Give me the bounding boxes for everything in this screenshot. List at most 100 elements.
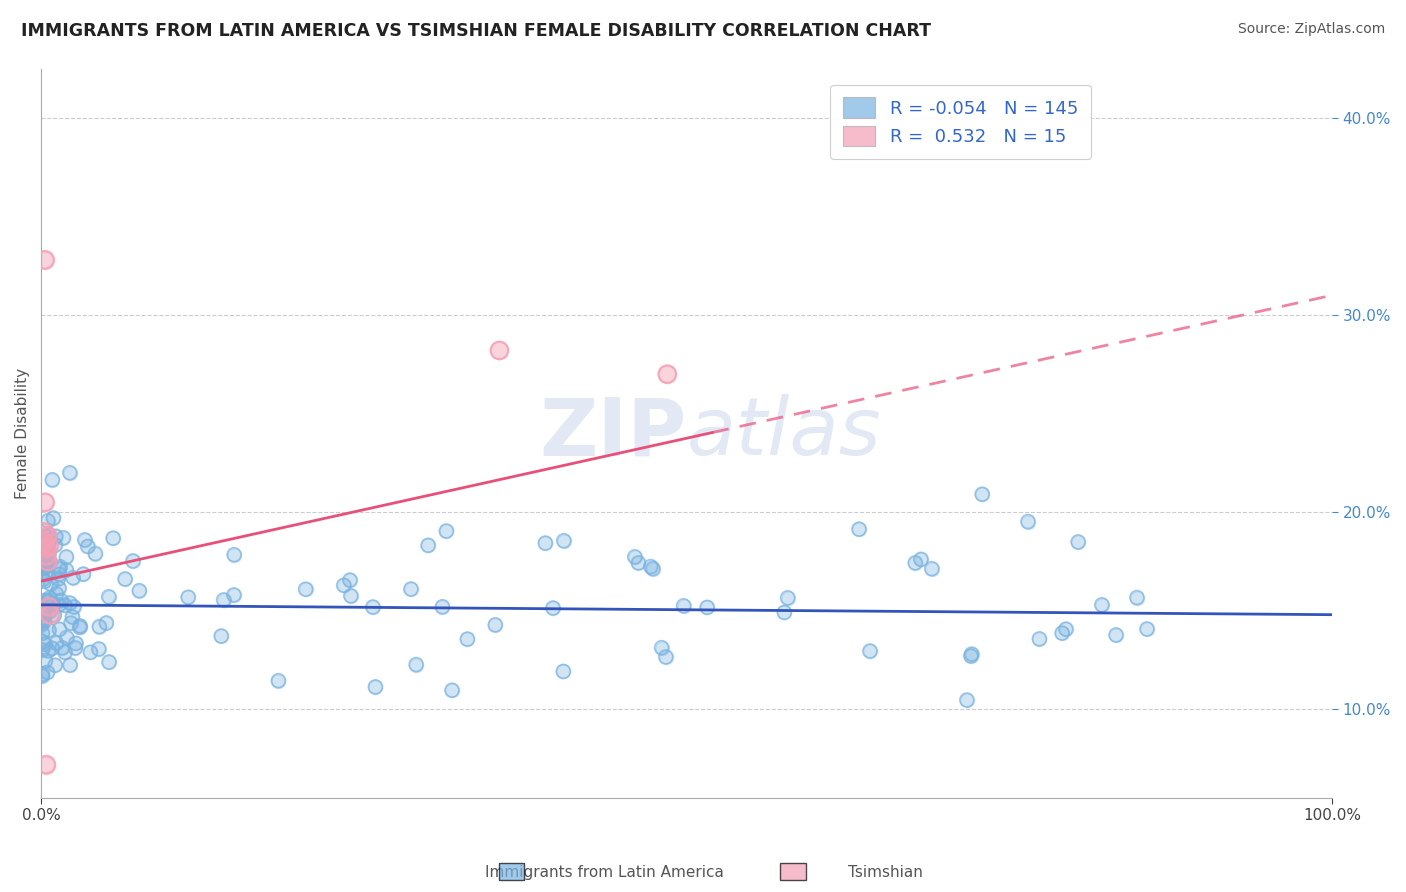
Point — [89, 619, 111, 633]
Point — [38, 535, 60, 549]
Point — [48, 572, 70, 586]
Point — [627, 556, 650, 570]
Point — [364, 680, 387, 694]
Point — [55, 631, 77, 645]
Point — [69, 619, 91, 633]
Point — [31, 538, 53, 552]
Legend: R = -0.054   N = 145, R =  0.532   N = 15: R = -0.054 N = 145, R = 0.532 N = 15 — [830, 85, 1091, 159]
Point — [34, 252, 56, 267]
Point — [59, 616, 82, 631]
Point — [294, 582, 316, 597]
Point — [1050, 626, 1073, 640]
Point — [1105, 628, 1128, 642]
Point — [32, 635, 55, 649]
Point — [484, 617, 506, 632]
Point — [1028, 632, 1050, 646]
Point — [97, 590, 120, 604]
Point — [921, 561, 943, 575]
Point — [655, 649, 678, 664]
Point — [696, 600, 718, 615]
Point — [34, 610, 56, 624]
Point — [48, 598, 70, 612]
Point — [657, 367, 679, 381]
Point — [84, 547, 107, 561]
Point — [177, 591, 200, 605]
Point — [34, 606, 56, 620]
Point — [177, 591, 200, 605]
Point — [1136, 622, 1159, 636]
Point — [37, 643, 59, 657]
Point — [32, 524, 55, 539]
Point — [31, 605, 53, 619]
Point — [34, 556, 56, 570]
Point — [32, 555, 55, 569]
Point — [34, 654, 56, 668]
Point — [640, 559, 662, 574]
Point — [1067, 535, 1090, 549]
Point — [34, 610, 56, 624]
Point — [623, 549, 645, 564]
Point — [773, 606, 796, 620]
Point — [37, 567, 59, 582]
Point — [267, 673, 290, 688]
Text: Immigrants from Latin America: Immigrants from Latin America — [485, 865, 724, 880]
Point — [696, 600, 718, 615]
Point — [32, 572, 55, 586]
Point — [31, 534, 53, 549]
Point — [37, 546, 59, 560]
Point — [31, 615, 53, 629]
Point — [44, 529, 66, 543]
Point — [59, 596, 82, 610]
Point — [904, 556, 927, 570]
Point — [31, 643, 53, 657]
Point — [34, 556, 56, 570]
Point — [339, 573, 361, 587]
Point — [48, 581, 70, 595]
Point — [37, 546, 59, 560]
Point — [31, 626, 53, 640]
Point — [340, 589, 363, 603]
Point — [114, 572, 136, 586]
Point — [53, 645, 76, 659]
Point — [73, 533, 96, 547]
Point — [672, 599, 695, 613]
Point — [904, 556, 927, 570]
Point — [37, 528, 59, 542]
Text: IMMIGRANTS FROM LATIN AMERICA VS TSIMSHIAN FEMALE DISABILITY CORRELATION CHART: IMMIGRANTS FROM LATIN AMERICA VS TSIMSHI… — [21, 22, 931, 40]
Point — [910, 552, 932, 566]
Point — [45, 636, 67, 650]
Point — [32, 555, 55, 569]
Point — [41, 641, 63, 656]
Point — [65, 636, 87, 650]
Point — [1091, 598, 1114, 612]
Point — [534, 536, 557, 550]
Point — [59, 658, 82, 673]
Point — [44, 538, 66, 552]
Point — [39, 607, 62, 622]
Point — [37, 554, 59, 568]
Point — [62, 571, 84, 585]
Point — [32, 635, 55, 649]
Point — [37, 514, 59, 528]
Point — [38, 599, 60, 614]
Point — [53, 599, 76, 613]
Point — [553, 533, 575, 548]
Point — [541, 601, 564, 615]
Point — [212, 593, 235, 607]
Point — [38, 591, 60, 605]
Point — [34, 566, 56, 580]
Point — [69, 620, 91, 634]
Point — [87, 641, 110, 656]
Point — [1136, 622, 1159, 636]
Point — [332, 578, 354, 592]
Point — [84, 547, 107, 561]
Point — [65, 636, 87, 650]
Point — [32, 561, 55, 575]
Point — [37, 529, 59, 543]
Point — [59, 466, 82, 480]
Point — [209, 629, 232, 643]
Point — [440, 683, 463, 698]
Point — [34, 574, 56, 589]
Point — [101, 531, 124, 545]
Point — [42, 598, 65, 612]
